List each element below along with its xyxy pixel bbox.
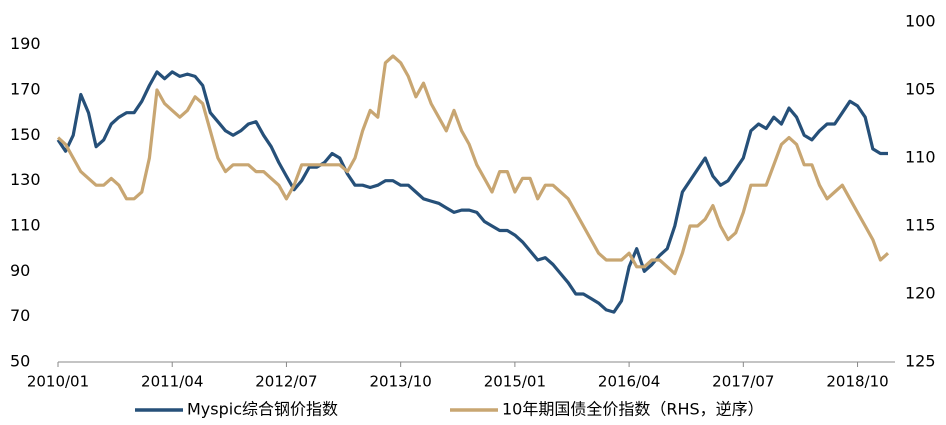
y2-tick-label: 105 (905, 80, 936, 99)
x-tick-label: 2011/04 (141, 373, 203, 391)
y-tick-label: 190 (10, 34, 41, 53)
x-tick-label: 2010/01 (27, 373, 89, 391)
legend-label: Myspic综合钢价指数 (187, 400, 338, 419)
y2-tick-label: 115 (905, 216, 936, 235)
y-tick-label: 130 (10, 170, 41, 189)
y-tick-label: 90 (10, 261, 30, 280)
y2-tick-label: 100 (905, 12, 936, 31)
x-tick-label: 2013/10 (369, 373, 431, 391)
series-line (56, 54, 890, 276)
y-tick-label: 70 (10, 306, 30, 325)
x-tick-label: 2012/07 (255, 373, 317, 391)
x-tick-label: 2015/01 (484, 373, 546, 391)
y-tick-label: 50 (10, 352, 30, 371)
y2-tick-label: 110 (905, 148, 936, 167)
y-tick-label: 150 (10, 125, 41, 144)
y-tick-label: 110 (10, 216, 41, 235)
series-line (56, 70, 888, 314)
y2-tick-label: 125 (905, 352, 936, 371)
x-tick-label: 2018/10 (826, 373, 888, 391)
y2-tick-label: 120 (905, 284, 936, 303)
y-tick-label: 170 (10, 80, 41, 99)
legend-label: 10年期国债全价指数（RHS，逆序） (502, 400, 764, 419)
x-tick-label: 2017/07 (712, 373, 774, 391)
x-tick-label: 2016/04 (598, 373, 660, 391)
